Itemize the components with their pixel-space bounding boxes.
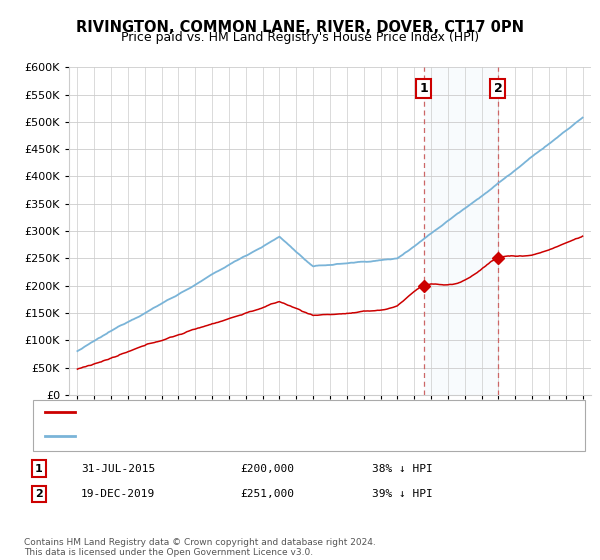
Text: RIVINGTON, COMMON LANE, RIVER, DOVER, CT17 0PN: RIVINGTON, COMMON LANE, RIVER, DOVER, CT…: [76, 20, 524, 35]
Text: Price paid vs. HM Land Registry's House Price Index (HPI): Price paid vs. HM Land Registry's House …: [121, 31, 479, 44]
Text: 1: 1: [419, 82, 428, 95]
Text: 38% ↓ HPI: 38% ↓ HPI: [372, 464, 433, 474]
Text: 39% ↓ HPI: 39% ↓ HPI: [372, 489, 433, 499]
Text: RIVINGTON, COMMON LANE, RIVER, DOVER, CT17 0PN (detached house): RIVINGTON, COMMON LANE, RIVER, DOVER, CT…: [84, 407, 462, 417]
Text: Contains HM Land Registry data © Crown copyright and database right 2024.
This d: Contains HM Land Registry data © Crown c…: [24, 538, 376, 557]
Text: £200,000: £200,000: [240, 464, 294, 474]
Text: HPI: Average price, detached house, Dover: HPI: Average price, detached house, Dove…: [84, 431, 308, 441]
Text: 1: 1: [35, 464, 43, 474]
Text: 31-JUL-2015: 31-JUL-2015: [81, 464, 155, 474]
Text: 19-DEC-2019: 19-DEC-2019: [81, 489, 155, 499]
Text: 2: 2: [35, 489, 43, 499]
Text: £251,000: £251,000: [240, 489, 294, 499]
Bar: [424, 67, 498, 395]
Text: 2: 2: [494, 82, 502, 95]
